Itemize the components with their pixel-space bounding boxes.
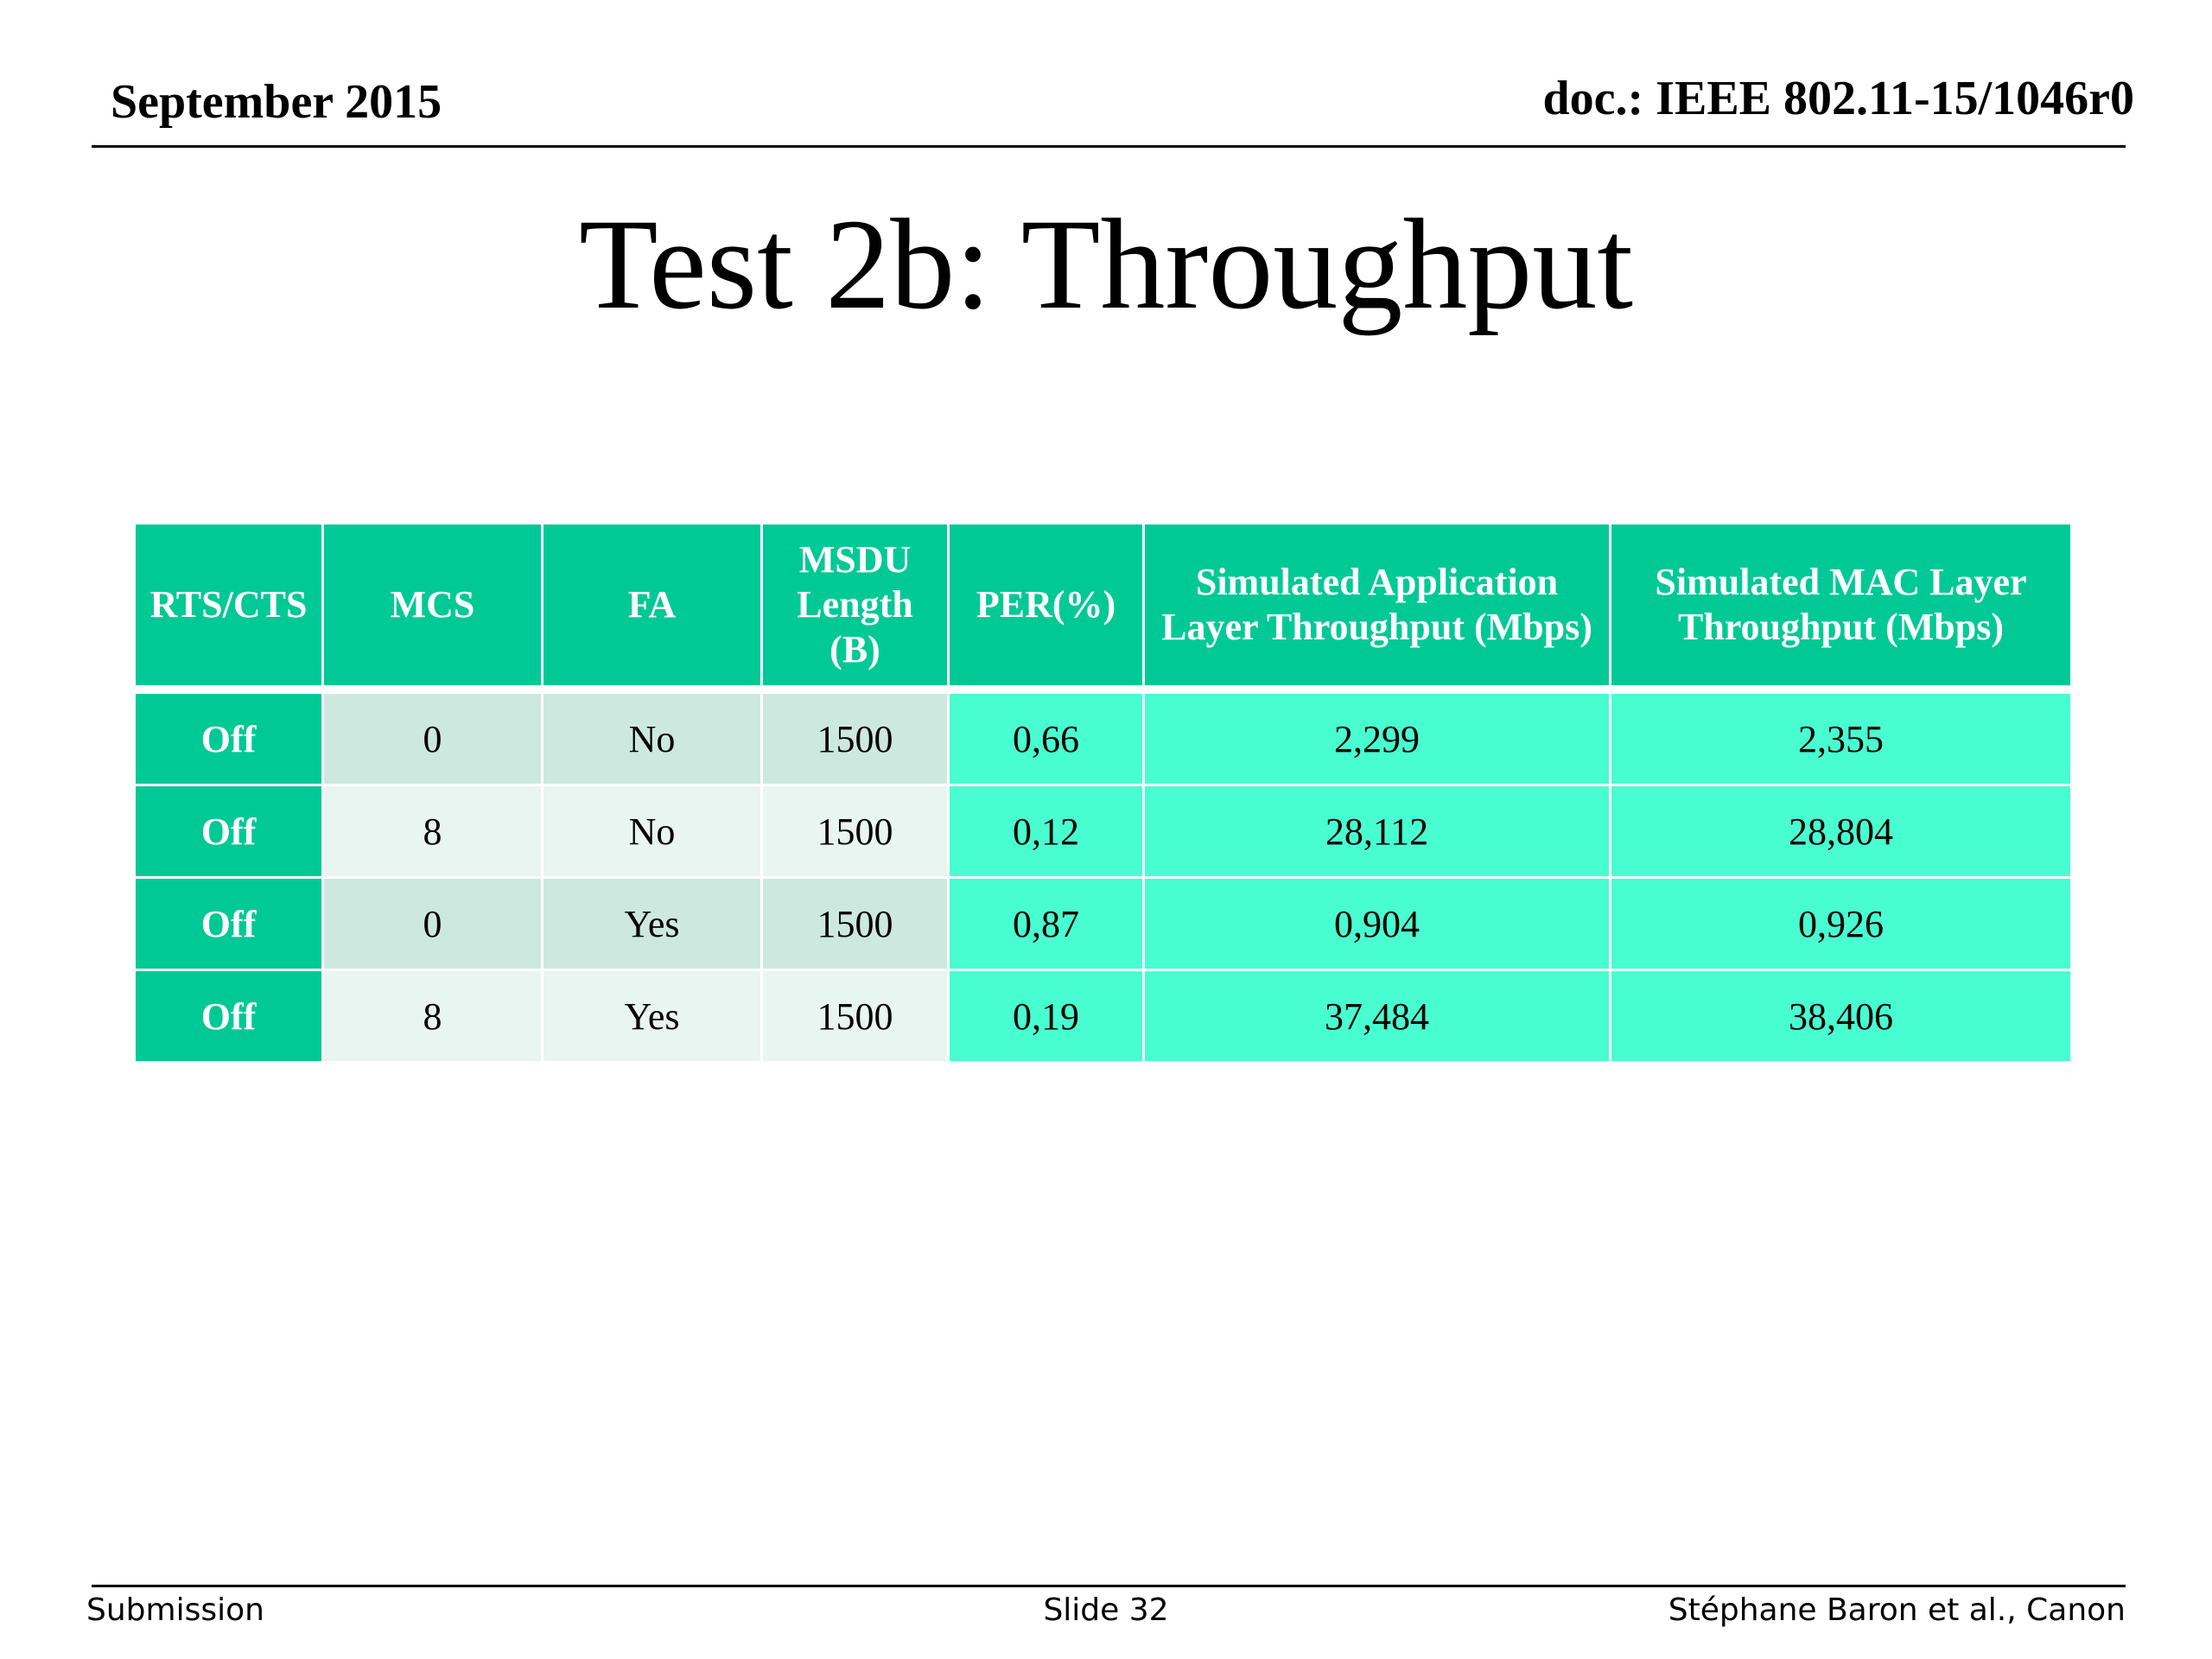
cell-msdu-length: 1500 [760, 784, 950, 879]
cell-mcs: 8 [321, 969, 543, 1064]
header-msdu-length: MSDU Length (B) [760, 522, 950, 691]
cell-fa: No [541, 688, 763, 786]
cell-mcs: 8 [321, 784, 543, 879]
cell-fa: Yes [541, 876, 763, 971]
header-doc-id: doc.: IEEE 802.11-15/1046r0 [1542, 72, 2134, 125]
header-fa: FA [541, 522, 763, 691]
cell-rts-cts: Off [133, 876, 324, 971]
header-divider [92, 145, 2126, 148]
cell-per: 0,12 [947, 784, 1145, 879]
cell-rts-cts: Off [133, 784, 324, 879]
header-per: PER(%) [947, 522, 1145, 691]
cell-rts-cts: Off [133, 969, 324, 1064]
cell-app-throughput: 2,299 [1142, 688, 1611, 786]
cell-mac-throughput: 28,804 [1609, 784, 2073, 879]
cell-mcs: 0 [321, 876, 543, 971]
table-header-row: RTS/CTS MCS FA MSDU Length (B) PER(%) Si… [133, 522, 2073, 691]
throughput-table: RTS/CTS MCS FA MSDU Length (B) PER(%) Si… [133, 522, 2073, 1064]
cell-mac-throughput: 0,926 [1609, 876, 2073, 971]
cell-fa: No [541, 784, 763, 879]
cell-per: 0,19 [947, 969, 1145, 1064]
table-row: Off 8 Yes 1500 0,19 37,484 38,406 [133, 969, 2073, 1064]
cell-mac-throughput: 38,406 [1609, 969, 2073, 1064]
table-row: Off 0 Yes 1500 0,87 0,904 0,926 [133, 876, 2073, 971]
header-date: September 2015 [111, 75, 442, 129]
cell-rts-cts: Off [133, 688, 324, 786]
footer-slide-number: Slide 32 [1043, 1592, 1169, 1628]
footer-submission: Submission [86, 1592, 264, 1628]
cell-app-throughput: 28,112 [1142, 784, 1611, 879]
header-rts-cts: RTS/CTS [133, 522, 324, 691]
header-mac-throughput: Simulated MAC Layer Throughput (Mbps) [1609, 522, 2073, 691]
table-row: Off 0 No 1500 0,66 2,299 2,355 [133, 688, 2073, 786]
cell-msdu-length: 1500 [760, 876, 950, 971]
cell-fa: Yes [541, 969, 763, 1064]
table-row: Off 8 No 1500 0,12 28,112 28,804 [133, 784, 2073, 879]
header-mcs: MCS [321, 522, 543, 691]
footer-divider [92, 1585, 2126, 1587]
cell-per: 0,66 [947, 688, 1145, 786]
footer-author: Stéphane Baron et al., Canon [1668, 1592, 2126, 1628]
cell-msdu-length: 1500 [760, 688, 950, 786]
cell-app-throughput: 0,904 [1142, 876, 1611, 971]
cell-msdu-length: 1500 [760, 969, 950, 1064]
header-app-throughput: Simulated Application Layer Throughput (… [1142, 522, 1611, 691]
cell-mac-throughput: 2,355 [1609, 688, 2073, 786]
cell-mcs: 0 [321, 688, 543, 786]
cell-per: 0,87 [947, 876, 1145, 971]
slide-title: Test 2b: Throughput [579, 193, 1633, 336]
cell-app-throughput: 37,484 [1142, 969, 1611, 1064]
